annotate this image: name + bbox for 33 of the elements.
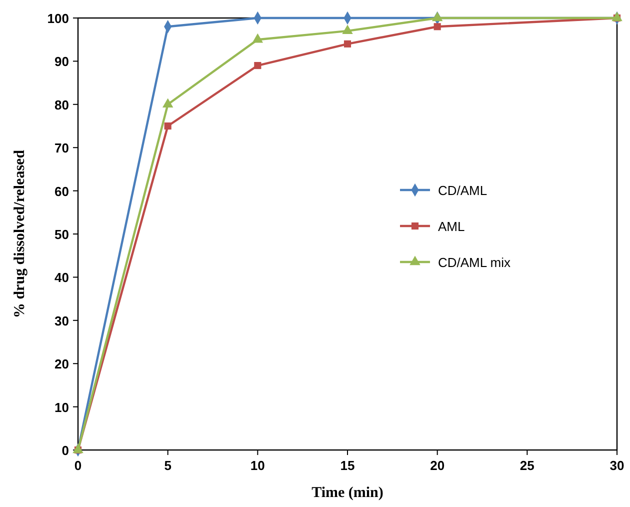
y-tick-label: 20 xyxy=(54,356,69,372)
y-tick-label: 30 xyxy=(54,313,69,328)
x-tick-label: 5 xyxy=(164,458,172,473)
point xyxy=(164,122,172,130)
point xyxy=(342,24,353,34)
x-tick-label: 0 xyxy=(74,458,82,473)
point xyxy=(612,12,622,22)
y-tick-label: 0 xyxy=(62,443,69,458)
y-tick-label: 100 xyxy=(47,11,69,26)
legend-label: CD/AML mix xyxy=(438,255,511,270)
x-tick-label: 20 xyxy=(430,458,445,473)
point xyxy=(432,12,443,22)
y-tick-label: 40 xyxy=(54,270,69,286)
legend-label: AML xyxy=(438,219,465,234)
point xyxy=(254,62,262,70)
x-tick-label: 10 xyxy=(250,458,265,473)
legend-label: CD/AML xyxy=(438,183,488,198)
y-tick-label: 60 xyxy=(54,184,69,199)
y-tick-label: 90 xyxy=(54,54,69,70)
y-tick-label: 10 xyxy=(54,400,69,415)
x-tick-label: 25 xyxy=(520,458,534,473)
x-tick-label: 30 xyxy=(610,458,624,473)
point xyxy=(72,444,84,454)
y-tick-label: 70 xyxy=(54,140,69,156)
point xyxy=(162,98,174,108)
x-tick-label: 15 xyxy=(340,458,355,473)
point xyxy=(434,23,441,30)
point xyxy=(344,40,352,48)
x-axis-title: Time (min) xyxy=(312,485,384,501)
y-tick-label: 80 xyxy=(54,97,69,112)
point xyxy=(252,33,264,43)
y-axis-title: % drug dissolved/released xyxy=(12,149,28,318)
y-tick-label: 50 xyxy=(54,227,69,242)
